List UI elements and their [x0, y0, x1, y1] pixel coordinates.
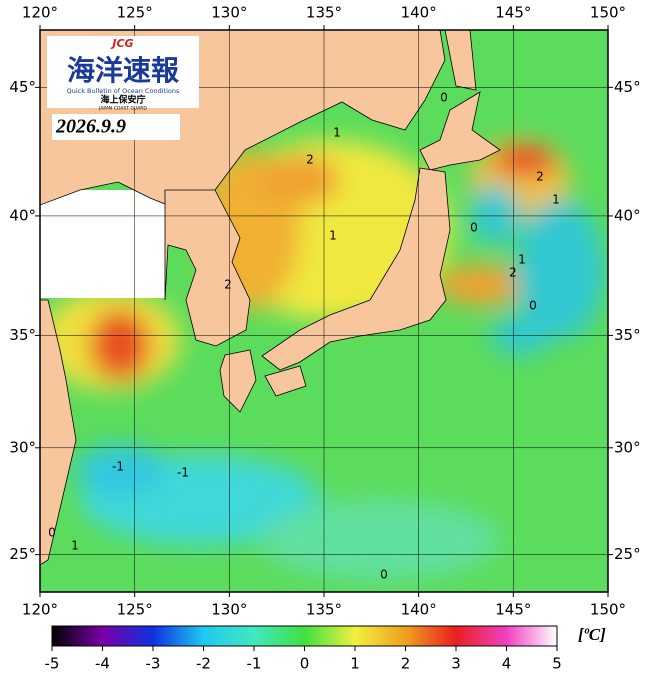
- shikoku: [264, 365, 307, 397]
- contour-label: -1: [112, 460, 124, 474]
- colorbar-tick-label: 3: [451, 655, 461, 673]
- kyushu: [219, 349, 257, 413]
- y-tick-label: 45°: [614, 78, 641, 96]
- x-tick-label: 125°: [117, 4, 153, 22]
- y-tick-label: 25°: [614, 545, 641, 563]
- colorbar-tick-label: -2: [196, 655, 211, 673]
- logo-subtitle: Quick Bulletin of Ocean Conditions: [67, 87, 180, 95]
- x-tick-label: 125°: [117, 601, 153, 619]
- y-tick-label: 35°: [9, 326, 36, 344]
- logo-box: [47, 36, 199, 108]
- logo-title: 海洋速報: [67, 54, 180, 87]
- no-data: [40, 190, 165, 298]
- x-tick-label: 135°: [306, 601, 342, 619]
- x-tick-label: 120°: [22, 601, 58, 619]
- colorbar-unit: [ºC]: [578, 625, 606, 644]
- contour-label: -1: [177, 466, 189, 480]
- colorbar: [51, 625, 558, 647]
- contour-label: 0: [470, 221, 478, 235]
- x-tick-label: 140°: [401, 4, 437, 22]
- china-coast: [40, 299, 77, 566]
- x-tick-label: 130°: [211, 4, 247, 22]
- y-tick-label: 30°: [9, 438, 36, 456]
- contour-label: 1: [329, 229, 337, 243]
- colorbar-tick-label: 0: [300, 655, 310, 673]
- contour-label: 0: [440, 91, 448, 105]
- colorbar-tick-label: -5: [45, 655, 60, 673]
- logo-agency: 海上保安庁: [100, 94, 145, 106]
- colorbar-tick-label: -3: [146, 655, 161, 673]
- colorbar-tick-label: 5: [552, 655, 562, 673]
- logo-badge: JCG: [110, 37, 133, 50]
- date: 2026.9.9: [55, 116, 126, 138]
- x-tick-label: 135°: [306, 4, 342, 22]
- colorbar-tick-label: -4: [95, 655, 110, 673]
- contour-label: 1: [71, 539, 79, 553]
- x-tick-label: 150°: [590, 4, 626, 22]
- x-tick-label: 145°: [495, 4, 531, 22]
- contour-label: 2: [509, 266, 517, 280]
- colorbar-tick-label: -1: [247, 655, 262, 673]
- contour-label: 2: [536, 170, 544, 184]
- logo-agency-en: JAPAN COAST GUARD: [98, 106, 147, 112]
- axes: 120°120°125°125°130°130°135°135°140°140°…: [9, 4, 640, 619]
- contour-label: 0: [48, 526, 56, 540]
- date-box: [52, 114, 180, 140]
- hokkaido: [419, 91, 501, 171]
- contour-label: 0: [529, 299, 537, 313]
- colorbar-tick-label: 2: [401, 655, 411, 673]
- y-tick-label: 25°: [9, 545, 36, 563]
- y-tick-label: 40°: [614, 206, 641, 224]
- contour-label: 1: [552, 193, 560, 207]
- x-tick-label: 130°: [211, 601, 247, 619]
- y-tick-label: 35°: [614, 326, 641, 344]
- x-tick-label: 145°: [495, 601, 531, 619]
- sakhalin: [444, 30, 477, 91]
- y-tick-label: 40°: [9, 206, 36, 224]
- x-tick-label: 140°: [401, 601, 437, 619]
- map-area: 1 2 2 1 1 2 0 0 1 2 0 -1 -1 0 1 0: [40, 30, 608, 592]
- y-tick-label: 45°: [9, 78, 36, 96]
- colorbar-tick-label: 4: [502, 655, 512, 673]
- contour-label: 1: [518, 253, 526, 267]
- contour-label: 2: [306, 153, 314, 167]
- y-tick-label: 30°: [614, 438, 641, 456]
- x-tick-label: 120°: [22, 4, 58, 22]
- contour-label: 2: [224, 278, 232, 292]
- colorbar-tick-label: 1: [350, 655, 360, 673]
- logo: JCG 海洋速報 Quick Bulletin of Ocean Conditi…: [47, 36, 199, 140]
- contour-labels: 1 2 2 1 1 2 0 0 1 2 0 -1 -1 0 1 0: [48, 91, 560, 582]
- x-tick-label: 150°: [590, 601, 626, 619]
- contour-label: 0: [380, 568, 388, 582]
- contour-label: 1: [333, 126, 341, 140]
- korea: [164, 189, 251, 347]
- honshu: [261, 167, 451, 371]
